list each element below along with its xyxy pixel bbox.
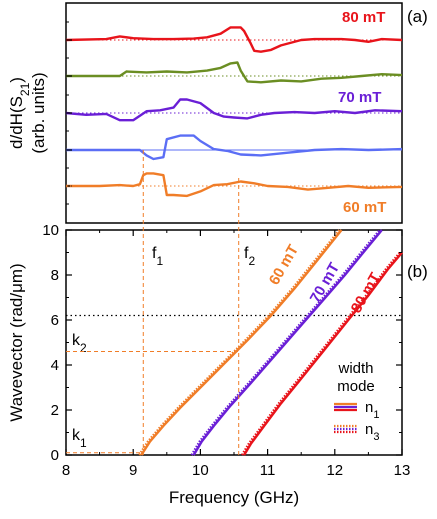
panel-a-ylabel: d/dH(S21) <box>7 77 32 149</box>
trace-60mt <box>66 172 403 198</box>
field-label-70mt: 70 mT <box>338 89 381 106</box>
x-tick-label: 10 <box>192 462 209 479</box>
dispersion-n1-0 <box>140 229 343 456</box>
dispersion-n1-1 <box>192 229 383 456</box>
x-tick-label: 11 <box>260 462 276 479</box>
dispersion-n3-2 <box>241 251 401 456</box>
y-tick-label: 8 <box>51 267 59 284</box>
curve-label-2: 80 mT <box>348 270 384 316</box>
panel-a-label: (a) <box>407 7 428 26</box>
trace-70mt <box>65 98 403 122</box>
trace-olive <box>66 61 403 84</box>
x-tick-label: 12 <box>326 462 343 479</box>
legend-title-mode: mode <box>337 378 375 395</box>
panel-b-label: (b) <box>407 262 428 281</box>
panel-a-yticks <box>66 21 72 205</box>
panel-b-markers: f1 f2 k2 k1 <box>72 245 255 450</box>
x-tick-label: 9 <box>129 462 137 479</box>
panel-b-series-labels: 60 mT 70 mT 80 mT <box>266 242 384 316</box>
k1-label: k1 <box>72 427 87 450</box>
legend-title-width: width <box>337 360 373 377</box>
f1-label: f1 <box>152 245 163 268</box>
y-tick-label: 10 <box>42 222 59 239</box>
curve-label-0: 60 mT <box>266 242 302 288</box>
trace-blue <box>66 134 403 161</box>
panel-b: 8 9 10 11 12 13 0 2 4 6 8 10 Frequency (GHz) Waveve… <box>7 222 428 507</box>
field-label-60mt: 60 mT <box>343 199 386 216</box>
trace-80mt <box>65 26 403 53</box>
y-tick-label: 2 <box>51 402 59 419</box>
panel-b-ticks: 8 9 10 11 12 13 0 2 4 6 8 10 <box>42 222 410 479</box>
panel-a: d/dH(S21) (arb. units) (a) 80 mT 70 mT 6… <box>7 2 428 224</box>
legend-entry-n3: n3 <box>365 421 379 443</box>
dispersion-n1-2 <box>243 251 403 456</box>
y-axis-title: Wavevector (rad/μm) <box>7 263 26 421</box>
f2-label: f2 <box>244 245 255 268</box>
x-tick-label: 8 <box>62 462 70 479</box>
x-tick-label: 13 <box>394 462 411 479</box>
panel-b-series <box>138 229 403 456</box>
x-axis-title: Frequency (GHz) <box>169 488 299 507</box>
y-tick-label: 6 <box>51 312 59 329</box>
legend-entry-n1: n1 <box>365 399 379 421</box>
panel-a-ylabel-units: (arb. units) <box>29 72 48 153</box>
frequency-marker-lines <box>66 150 240 455</box>
k2-label: k2 <box>72 332 87 355</box>
panel-a-series <box>65 26 403 198</box>
y-tick-label: 0 <box>51 447 59 464</box>
y-tick-label: 4 <box>51 357 59 374</box>
field-label-80mt: 80 mT <box>342 9 385 26</box>
dispersion-n3-0 <box>138 229 341 456</box>
